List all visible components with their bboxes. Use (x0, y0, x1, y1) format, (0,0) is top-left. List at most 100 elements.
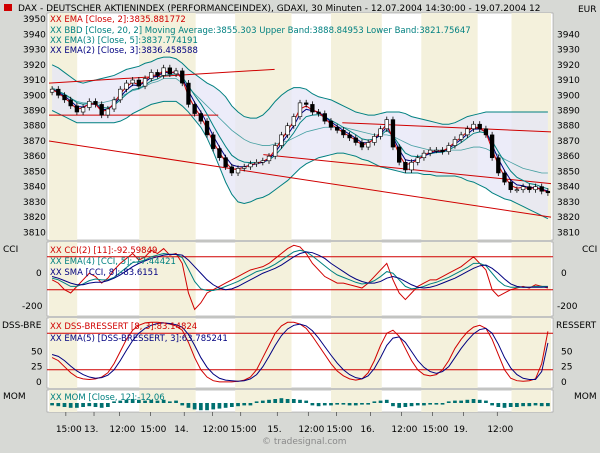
candle-body (452, 139, 458, 146)
mom-bar (106, 403, 110, 407)
candle-body (142, 78, 148, 87)
dss-y-tick-left: 25 (31, 363, 42, 373)
candle-body (483, 128, 489, 136)
price-y-tick-right: 3890 (557, 107, 580, 117)
price-y-tick-left: 3940 (23, 30, 46, 40)
mom-bar (341, 403, 346, 405)
mom-bar (198, 403, 203, 411)
mom-bar (428, 403, 433, 405)
legend-dss-ema: XX EMA(5) [DSS-BRESSERT, 3]:63.785241 (50, 334, 228, 344)
symbol-icon (4, 4, 12, 11)
mom-bar (273, 399, 278, 403)
mom-bar (174, 400, 178, 403)
mom-chart (50, 398, 550, 411)
mom-bar (87, 403, 92, 407)
x-tick-label: 14. (174, 425, 188, 435)
mom-bar (186, 403, 191, 408)
candle-body (489, 134, 495, 159)
session-band (511, 390, 551, 412)
mom-bar (236, 403, 240, 407)
mom-bar (409, 403, 414, 407)
candle-body (229, 166, 234, 174)
watermark: © tradesignal.com (262, 437, 347, 447)
bollinger-lower (51, 100, 549, 220)
mom-left-label: MOM (3, 392, 26, 402)
mom-bar (291, 399, 296, 403)
mom-bar (366, 403, 371, 405)
mom-bar (515, 403, 519, 407)
price-y-tick-right: 3840 (557, 183, 580, 193)
bollinger-fill (52, 57, 548, 219)
trendline (48, 140, 552, 218)
legend-dss: XX DSS-BRESSERT [8, 3]:83.14824 (50, 322, 197, 332)
session-band (331, 390, 382, 412)
mom-bar (422, 403, 426, 406)
session-band (511, 242, 551, 316)
session-band (139, 13, 196, 240)
mom-bar (310, 403, 315, 406)
mom-legend: XX MOM [Close, 12]:-12.06 (50, 393, 165, 403)
candle-body (465, 128, 470, 136)
mom-bar (465, 399, 470, 403)
session-band (421, 390, 478, 412)
price-y-tick-right: 3870 (557, 137, 580, 147)
candle-body (192, 104, 197, 114)
session-band (331, 318, 382, 388)
mom-bar (112, 401, 116, 403)
mom-bar (347, 403, 352, 406)
currency-label: EUR (578, 5, 597, 15)
mom-bar (267, 399, 271, 403)
price-y-tick-left: 3890 (23, 107, 46, 117)
candle-body (359, 142, 365, 148)
candle-body (347, 134, 352, 139)
price-y-tick-right: 3930 (557, 46, 580, 56)
mom-bar (217, 403, 222, 409)
cci-series-line (51, 244, 549, 311)
mom-bar (298, 399, 302, 403)
dss-y-tick-right: 25 (561, 363, 572, 373)
session-band (421, 242, 478, 316)
mom-bar (155, 400, 160, 403)
axes: 3950 3940 3930 3920 3910 3900 3890 3880 3870 3860… (22, 15, 580, 435)
candle-body (266, 155, 272, 162)
mom-bar (242, 403, 247, 406)
candle-body (328, 120, 334, 128)
candle-body (99, 104, 104, 116)
legend-ema3: XX EMA(3) [Close, 5]:3837.774191 (50, 36, 198, 46)
mom-bar (391, 403, 395, 407)
candle-body (353, 137, 358, 143)
price-y-tick-left: 3870 (23, 137, 46, 147)
candle-body (421, 152, 427, 159)
candle-body (372, 136, 377, 143)
candle-body (273, 145, 278, 157)
candle-body (56, 88, 61, 96)
x-tick-label: 15:00 (140, 425, 166, 435)
candle-body (514, 189, 520, 192)
mom-bar (539, 403, 544, 407)
mom-bar (415, 403, 420, 406)
trendline (342, 122, 552, 133)
mom-bar (304, 400, 309, 403)
candle-body (173, 70, 179, 75)
cci-series-line (51, 251, 548, 291)
candle-body (285, 125, 290, 136)
dss-y-tick-right: 50 (561, 347, 573, 357)
legend-ema2: XX EMA [Close, 2]:3835.881772 (50, 15, 186, 25)
mom-bar (130, 399, 135, 403)
legend-cci-sma: XX SMA [CCI, 8]:-83.6151 (50, 268, 159, 278)
price-y-tick-left: 3930 (23, 46, 46, 56)
legend-ema2b: XX EMA(2) [Close, 3]:3836.458588 (50, 46, 198, 56)
mom-bar (223, 403, 228, 408)
dss-legend: XX DSS-BRESSERT [8, 3]:83.14824 XX EMA(5… (50, 322, 228, 344)
mom-bar (124, 399, 129, 403)
candle-body (297, 102, 303, 117)
mom-bar (490, 403, 494, 406)
candle-body (335, 126, 340, 131)
session-band (49, 13, 78, 240)
dss-chart (47, 321, 553, 383)
candle-body (427, 149, 433, 154)
candle-body (198, 113, 203, 122)
candle-body (105, 108, 111, 116)
price-y-tick-left: 3880 (23, 122, 46, 132)
candle-body (87, 101, 92, 108)
